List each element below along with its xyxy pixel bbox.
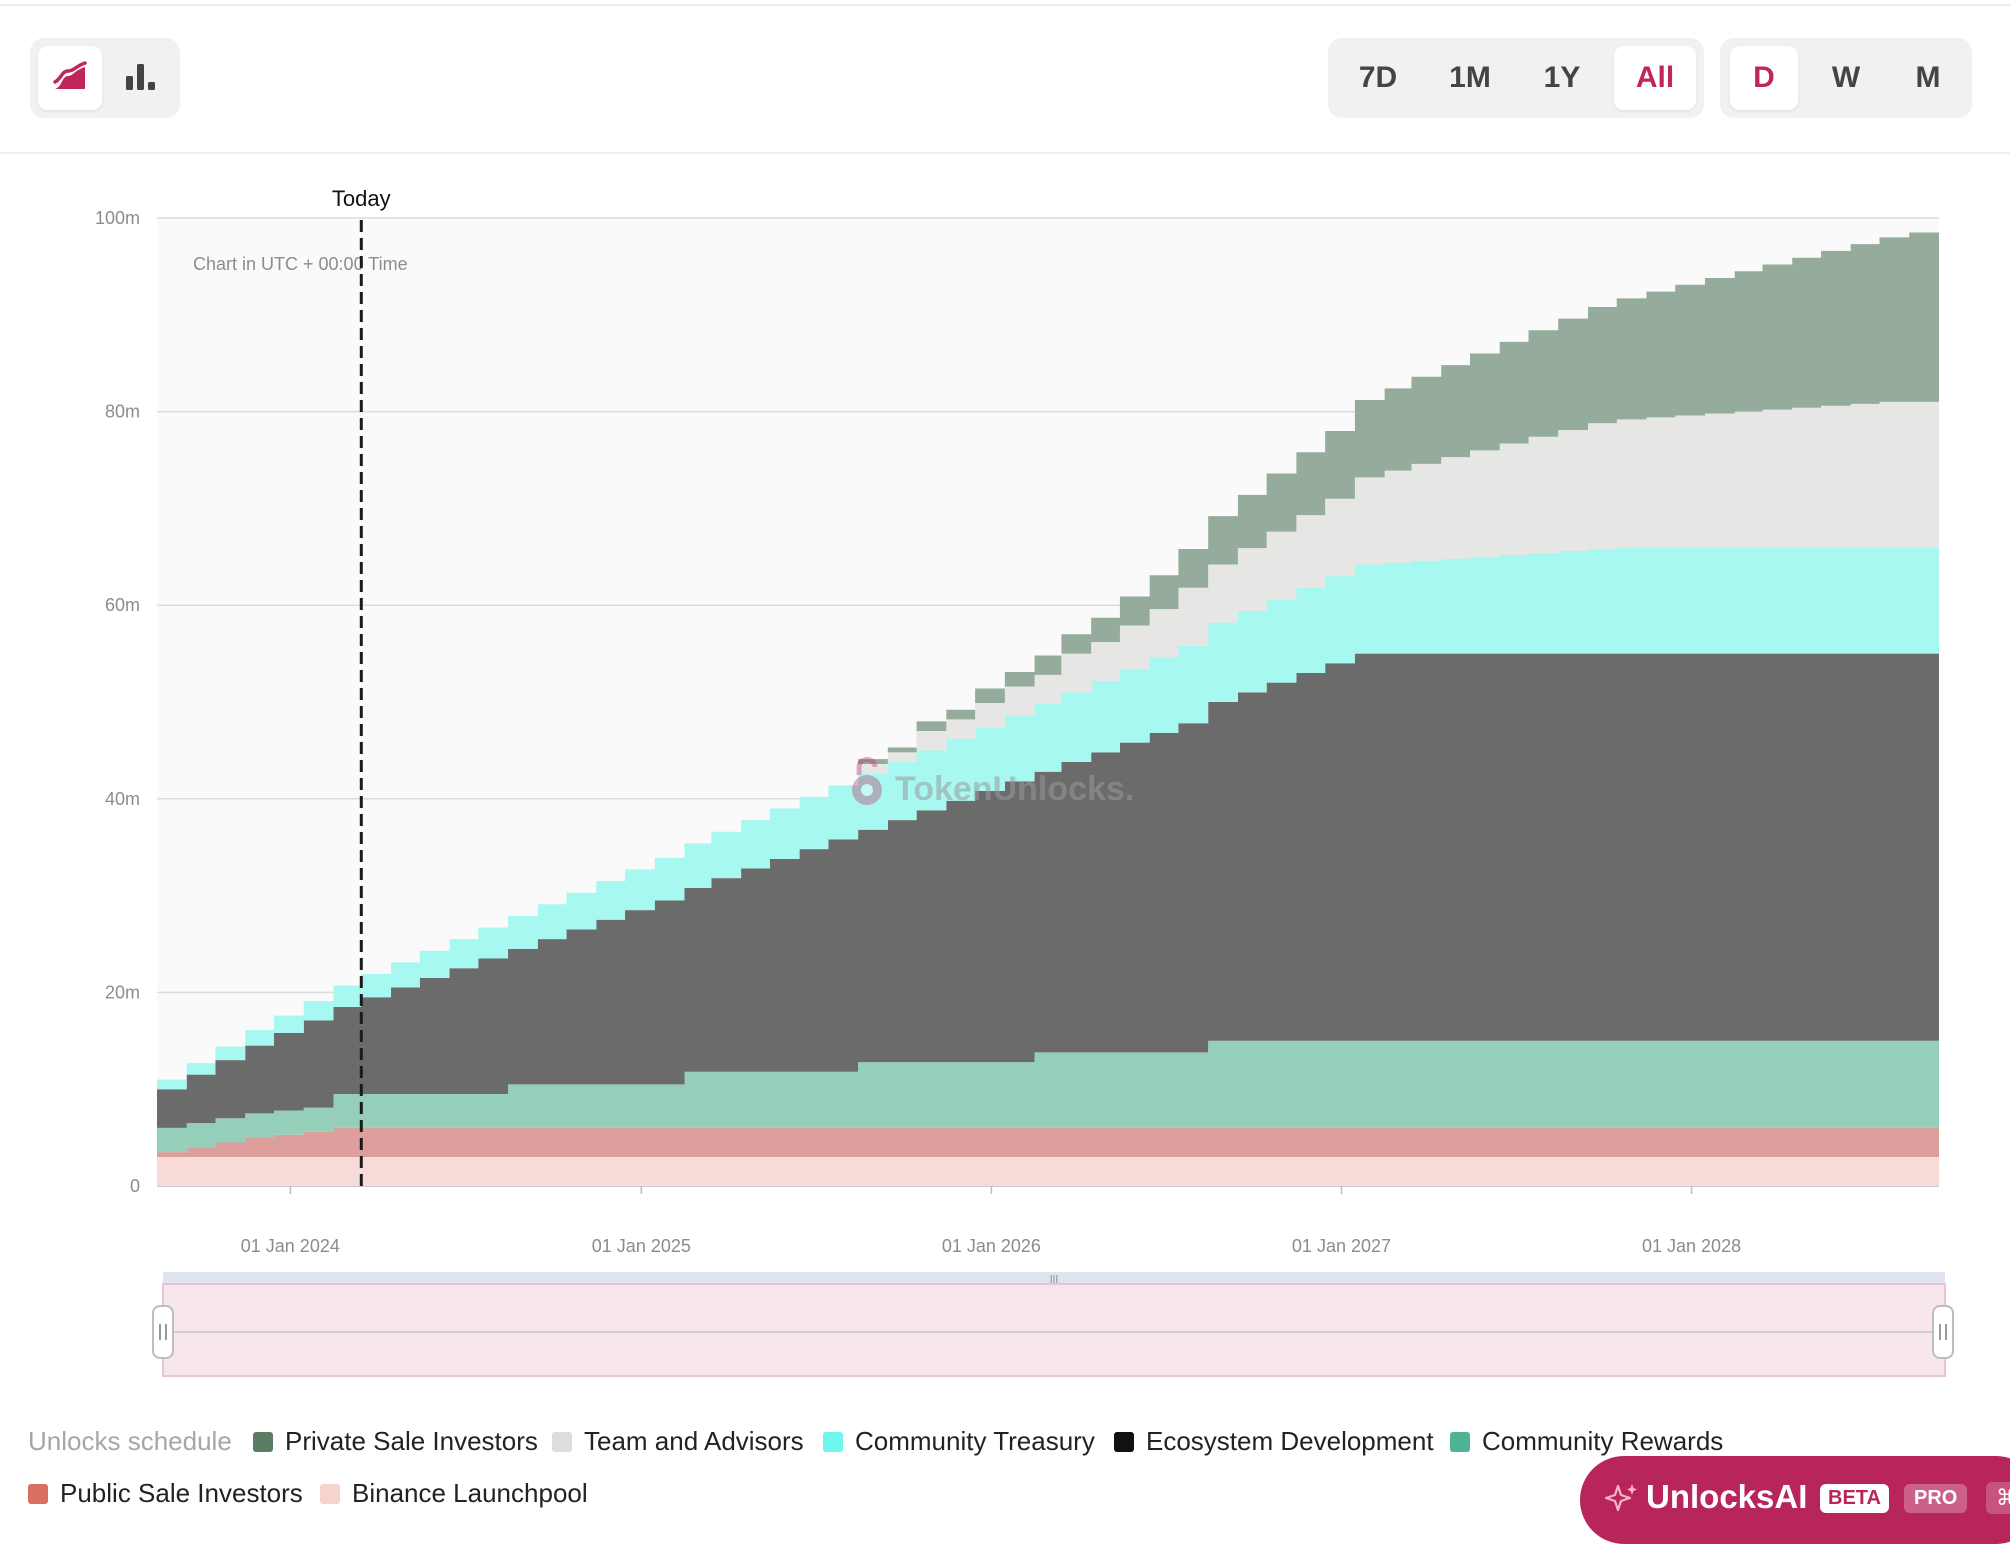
- area-community-treasury[interactable]: [157, 547, 1939, 1090]
- x-tick-label: 01 Jan 2024: [241, 1236, 340, 1256]
- legend-swatch: [1114, 1432, 1134, 1452]
- x-tick-label: 01 Jan 2025: [592, 1236, 691, 1256]
- legend-item-ecosystem-development[interactable]: Ecosystem Development: [1114, 1426, 1434, 1457]
- legend-label: Private Sale Investors: [285, 1426, 538, 1456]
- y-tick-label: 60m: [105, 595, 140, 615]
- legend-label: Community Treasury: [855, 1426, 1095, 1456]
- legend-title: Unlocks schedule: [28, 1426, 232, 1456]
- y-tick-label: 80m: [105, 402, 140, 422]
- legend-label: Team and Advisors: [584, 1426, 804, 1456]
- range-7d-button[interactable]: 7D: [1358, 61, 1398, 94]
- bar-chart-icon: [126, 64, 155, 90]
- timezone-note: Chart in UTC + 00:00 Time: [193, 254, 408, 274]
- legend-item-public-sale-investors[interactable]: Public Sale Investors: [28, 1478, 303, 1509]
- y-tick-label: 0: [130, 1176, 140, 1196]
- sparkle-icon: [1604, 1484, 1637, 1512]
- watermark: TokenUnlocks.: [852, 757, 1134, 808]
- shortcut-hint: ⌘: [1986, 1482, 2010, 1514]
- legend-label: Community Rewards: [1482, 1426, 1724, 1456]
- area-ecosystem-development[interactable]: [157, 653, 1939, 1128]
- watermark-text: TokenUnlocks.: [895, 770, 1134, 808]
- interval-switch: D W M: [1720, 38, 1972, 118]
- bar-chart-button[interactable]: [108, 46, 172, 110]
- legend-item-private-sale-investors[interactable]: Private Sale Investors: [253, 1426, 538, 1457]
- legend-swatch: [552, 1432, 572, 1452]
- unlocks-ai-button[interactable]: UnlocksAI BETA PRO ⌘: [1580, 1456, 2010, 1544]
- area-public-sale-investors[interactable]: [157, 1127, 1939, 1157]
- navigator-right-handle[interactable]: [1932, 1305, 1954, 1359]
- interval-m-button[interactable]: M: [1915, 61, 1941, 94]
- area-chart-button[interactable]: [38, 46, 102, 110]
- y-tick-label: 20m: [105, 982, 140, 1002]
- legend-swatch: [320, 1484, 340, 1504]
- navigator-left-handle[interactable]: [152, 1305, 174, 1359]
- chart-card: 7D 1M 1Y All D W M TokenUnlocks. Chart i…: [0, 4, 2010, 1536]
- area-binance-launchpool[interactable]: [157, 1156, 1939, 1186]
- navigator-scrollbar[interactable]: [163, 1272, 1945, 1284]
- navigator-grip-icon[interactable]: |||: [1050, 1274, 1059, 1286]
- area-private-sale-investors[interactable]: [157, 227, 1939, 1080]
- legend-item-binance-launchpool[interactable]: Binance Launchpool: [320, 1478, 588, 1509]
- beta-badge: BETA: [1820, 1484, 1889, 1513]
- legend-swatch: [1450, 1432, 1470, 1452]
- x-axis: 01 Jan 2024 01 Jan 2025 01 Jan 2026 01 Jan …: [241, 1186, 1741, 1256]
- legend-label: Public Sale Investors: [60, 1478, 303, 1508]
- lock-logo-icon: [852, 757, 882, 805]
- x-tick-label: 01 Jan 2027: [1292, 1236, 1391, 1256]
- legend-item-community-rewards[interactable]: Community Rewards: [1450, 1426, 1723, 1457]
- legend-label: Binance Launchpool: [352, 1478, 588, 1508]
- navigator-window[interactable]: [162, 1283, 1946, 1377]
- legend-swatch: [253, 1432, 273, 1452]
- interval-d-button[interactable]: D: [1730, 46, 1798, 110]
- x-tick-label: 01 Jan 2026: [942, 1236, 1041, 1256]
- legend-label: Ecosystem Development: [1146, 1426, 1434, 1456]
- chart-type-switch: [30, 38, 180, 118]
- y-tick-label: 40m: [105, 789, 140, 809]
- y-axis: 0 20m 40m 60m 80m 100m: [95, 208, 140, 1196]
- today-marker: Today: [332, 186, 391, 1186]
- area-chart-icon: [53, 61, 87, 89]
- legend-swatch: [28, 1484, 48, 1504]
- legend-item-team-and-advisors[interactable]: Team and Advisors: [552, 1426, 804, 1457]
- x-tick-label: 01 Jan 2028: [1642, 1236, 1741, 1256]
- y-tick-label: 100m: [95, 208, 140, 228]
- area-community-rewards[interactable]: [157, 1040, 1939, 1153]
- range-navigator[interactable]: |||: [152, 1272, 1954, 1377]
- interval-w-button[interactable]: W: [1831, 61, 1861, 94]
- chart-legend: Unlocks schedule Private Sale Investors …: [28, 1426, 1968, 1536]
- legend-item-community-treasury[interactable]: Community Treasury: [823, 1426, 1095, 1457]
- range-1y-button[interactable]: 1Y: [1543, 61, 1581, 94]
- legend-swatch: [823, 1432, 843, 1452]
- pro-badge: PRO: [1904, 1484, 1968, 1513]
- chart-toolbar: 7D 1M 1Y All D W M: [0, 6, 2010, 154]
- range-switch: 7D 1M 1Y All: [1328, 38, 1704, 118]
- range-all-button[interactable]: All: [1614, 46, 1696, 110]
- unlocks-ai-label: UnlocksAI: [1646, 1478, 1808, 1515]
- unlocks-chart: TokenUnlocks. Chart in UTC + 00:00 Time …: [95, 186, 1954, 1377]
- area-team-and-advisors[interactable]: [157, 401, 1939, 1080]
- range-1m-button[interactable]: 1M: [1449, 61, 1491, 94]
- area-series: [157, 227, 1939, 1186]
- today-label: Today: [332, 186, 391, 211]
